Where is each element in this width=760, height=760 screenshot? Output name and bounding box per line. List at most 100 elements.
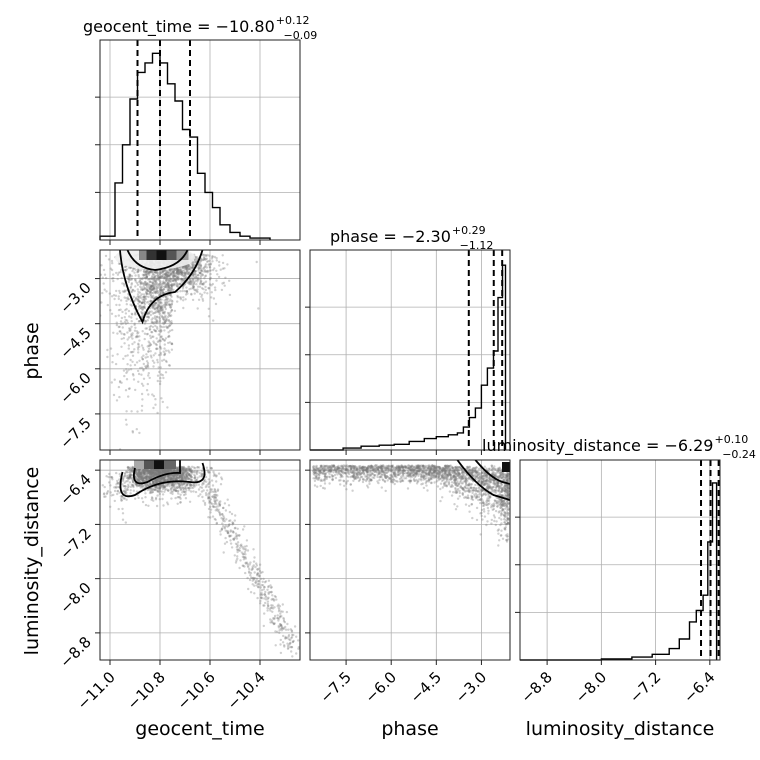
- histogram-geocent_time: [99, 52, 271, 240]
- scatter-point: [167, 319, 170, 322]
- scatter-point: [267, 592, 270, 596]
- scatter-point: [253, 592, 256, 595]
- scatter-point: [236, 541, 240, 544]
- scatter-point: [164, 273, 167, 276]
- scatter-point: [140, 281, 143, 284]
- scatter-point: [166, 300, 169, 303]
- scatter-point: [288, 642, 292, 645]
- scatter-point: [156, 361, 159, 364]
- scatter-point: [125, 297, 128, 300]
- scatter-point: [149, 290, 152, 293]
- scatter-point: [145, 472, 149, 475]
- scatter-point: [189, 266, 193, 269]
- scatter-point: [181, 289, 184, 293]
- scatter-point: [140, 286, 143, 289]
- scatter-point: [208, 278, 212, 281]
- scatter-point: [188, 267, 192, 271]
- scatter-point: [257, 307, 260, 310]
- scatter-point: [166, 288, 169, 291]
- scatter-point: [167, 289, 170, 292]
- scatter-point: [137, 470, 141, 474]
- scatter-point: [163, 470, 166, 474]
- scatter-point: [194, 490, 198, 494]
- scatter-point: [152, 474, 155, 477]
- scatter-point: [222, 506, 225, 510]
- scatter-point: [113, 297, 116, 301]
- scatter-point: [172, 267, 176, 270]
- scatter-point: [164, 337, 168, 340]
- scatter-point: [200, 486, 204, 489]
- scatter-point: [167, 303, 171, 306]
- scatter-point: [279, 615, 282, 619]
- scatter-point: [284, 635, 287, 639]
- scatter-point: [157, 333, 160, 336]
- scatter-point: [147, 374, 150, 377]
- scatter-point: [175, 478, 178, 481]
- scatter-luminosity_distance-vs-geocent_time: [101, 460, 300, 658]
- scatter-point: [159, 306, 162, 309]
- scatter-point: [181, 471, 185, 474]
- scatter-point: [269, 609, 272, 612]
- scatter-point: [238, 534, 241, 537]
- scatter-point: [119, 330, 122, 333]
- scatter-point: [150, 288, 153, 291]
- scatter-point: [158, 488, 161, 491]
- scatter-point: [148, 477, 151, 480]
- scatter-point: [156, 286, 159, 290]
- scatter-point: [146, 355, 149, 359]
- scatter-point: [192, 273, 195, 277]
- scatter-point: [129, 351, 133, 354]
- scatter-point: [159, 325, 162, 328]
- scatter-point: [177, 492, 180, 495]
- scatter-point: [136, 295, 139, 298]
- scatter-point: [171, 482, 174, 485]
- scatter-point: [238, 546, 241, 550]
- scatter-point: [279, 627, 282, 631]
- scatter-point: [154, 278, 157, 281]
- scatter-point: [142, 472, 145, 475]
- scatter-point: [171, 279, 175, 282]
- scatter-point: [167, 281, 170, 285]
- scatter-point: [176, 272, 180, 275]
- scatter-point: [208, 480, 211, 484]
- scatter-point: [181, 491, 184, 494]
- scatter-point: [231, 521, 234, 524]
- scatter-point: [133, 329, 137, 332]
- scatter-point: [160, 485, 163, 488]
- scatter-point: [252, 560, 256, 563]
- scatter-point: [188, 484, 192, 487]
- scatter-point: [238, 549, 242, 552]
- scatter-point: [188, 474, 192, 478]
- scatter-point: [149, 291, 152, 294]
- scatter-point: [175, 282, 179, 285]
- scatter-point: [163, 478, 167, 482]
- scatter-point: [208, 263, 211, 266]
- scatter-point: [456, 505, 459, 508]
- scatter-point: [244, 562, 247, 565]
- scatter-point: [181, 272, 185, 275]
- scatter-point: [129, 368, 133, 371]
- scatter-point: [192, 261, 195, 265]
- scatter-point: [170, 302, 174, 305]
- scatter-point: [134, 298, 137, 301]
- scatter-point: [159, 288, 162, 292]
- scatter-point: [211, 255, 214, 258]
- scatter-point: [210, 296, 213, 299]
- scatter-point: [213, 255, 216, 259]
- scatter-point: [176, 272, 179, 275]
- scatter-point: [208, 254, 211, 257]
- scatter-point: [168, 293, 171, 296]
- scatter-point: [164, 279, 168, 282]
- scatter-point: [198, 263, 201, 266]
- scatter-point: [204, 475, 208, 479]
- scatter-point: [198, 282, 202, 286]
- scatter-point: [157, 310, 161, 313]
- scatter-point: [144, 327, 147, 330]
- scatter-point: [168, 283, 171, 286]
- scatter-point: [171, 279, 174, 283]
- scatter-point: [146, 278, 150, 281]
- scatter-point: [204, 254, 207, 257]
- scatter-point: [118, 325, 121, 328]
- scatter-point: [168, 286, 172, 290]
- scatter-point: [197, 488, 201, 491]
